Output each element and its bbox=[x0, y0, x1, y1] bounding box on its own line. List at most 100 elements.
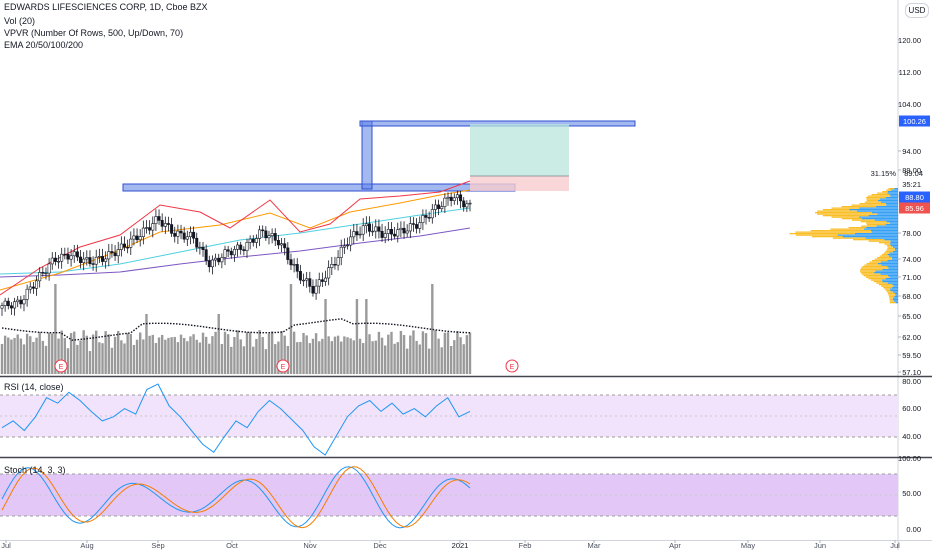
candle-body bbox=[364, 223, 368, 227]
vp-bar-up bbox=[891, 257, 898, 259]
stoch-label[interactable]: Stoch (14, 3, 3) bbox=[4, 465, 66, 475]
vpvr-indicator-label[interactable]: VPVR (Number Of Rows, 500, Up/Down, 70) bbox=[4, 28, 184, 38]
vp-bar-up bbox=[868, 215, 898, 217]
candle-body bbox=[229, 250, 233, 256]
vp-bar-down bbox=[869, 261, 881, 263]
ema-100-line bbox=[0, 207, 471, 275]
volume-bar bbox=[160, 334, 164, 374]
volume-bar bbox=[371, 341, 374, 374]
vp-bar-down bbox=[888, 294, 896, 296]
price-axis-label: 62.00 bbox=[902, 333, 921, 342]
candle-body bbox=[383, 233, 387, 238]
candle-body bbox=[151, 223, 155, 231]
volume-bar bbox=[230, 346, 233, 374]
vp-bar-up bbox=[895, 249, 898, 251]
vp-bar-up bbox=[881, 264, 898, 266]
candle-body bbox=[327, 267, 331, 279]
vp-bar-down bbox=[862, 266, 888, 268]
time-axis-label: Dec bbox=[373, 541, 387, 550]
vp-bar-up bbox=[889, 194, 898, 196]
vp-bar-up bbox=[887, 282, 898, 284]
candle-body bbox=[53, 257, 57, 262]
candle-body bbox=[214, 257, 218, 261]
candle-body bbox=[173, 233, 177, 237]
volume-bar bbox=[123, 343, 126, 374]
candle-body bbox=[415, 224, 419, 229]
vp-bar-up bbox=[854, 233, 898, 235]
candle-body bbox=[166, 223, 170, 225]
candle-body bbox=[217, 257, 221, 263]
stoch-k-line bbox=[1, 466, 471, 529]
candle-body bbox=[50, 257, 54, 265]
ema-indicator-label[interactable]: EMA 20/50/100/200 bbox=[4, 40, 84, 50]
volume-bars bbox=[0, 284, 472, 374]
candle-body bbox=[9, 305, 13, 309]
volume-ma-line bbox=[1, 318, 471, 341]
volume-bar bbox=[283, 335, 286, 374]
vp-bar-up bbox=[837, 234, 898, 236]
candle-body bbox=[185, 236, 189, 240]
candle-body bbox=[424, 215, 428, 218]
volume-bar bbox=[296, 342, 299, 374]
vol-indicator-label[interactable]: Vol (20) bbox=[4, 16, 36, 26]
candle-body bbox=[459, 194, 463, 202]
vp-bar-down bbox=[877, 192, 888, 194]
candle-body bbox=[405, 230, 409, 234]
vp-bar-down bbox=[877, 257, 892, 259]
rsi-label[interactable]: RSI (14, close) bbox=[4, 382, 64, 392]
candle-body bbox=[236, 244, 240, 250]
candle-body bbox=[399, 227, 403, 231]
vp-bar-down bbox=[864, 264, 882, 266]
volume-bar bbox=[13, 338, 16, 374]
volume-bar bbox=[383, 345, 387, 374]
volume-bar bbox=[170, 337, 173, 374]
candle-body bbox=[119, 243, 123, 250]
candle-body bbox=[346, 244, 350, 247]
volume-bar bbox=[374, 340, 377, 374]
volume-bar bbox=[311, 338, 315, 374]
vp-bar-up bbox=[886, 204, 898, 206]
vp-bar-down bbox=[860, 270, 876, 272]
candle-body bbox=[449, 196, 453, 201]
earnings-marker-label: E bbox=[510, 364, 515, 371]
vp-bar-down bbox=[831, 216, 859, 218]
volume-bar bbox=[135, 339, 139, 374]
volume-bar bbox=[226, 334, 230, 374]
vp-bar-up bbox=[886, 221, 898, 223]
volume-bar bbox=[352, 340, 355, 374]
vp-bar-down bbox=[822, 209, 850, 211]
stop-price-tag: 85.96 bbox=[905, 204, 924, 213]
volume-profile bbox=[789, 188, 898, 304]
vp-bar-up bbox=[894, 248, 898, 250]
volume-bar bbox=[69, 333, 73, 374]
candle-body bbox=[421, 215, 425, 223]
volume-bar bbox=[421, 331, 425, 374]
vp-bar-up bbox=[893, 285, 898, 287]
ema-50-line bbox=[0, 189, 471, 291]
candle-body bbox=[122, 243, 126, 248]
candle-body bbox=[437, 204, 441, 209]
volume-bar bbox=[434, 330, 437, 374]
vp-bar-down bbox=[817, 210, 857, 212]
volume-bar bbox=[204, 336, 208, 374]
candle-body bbox=[28, 286, 32, 290]
candle-body bbox=[63, 253, 67, 256]
volume-bar bbox=[252, 346, 255, 374]
vp-bar-up bbox=[889, 252, 898, 254]
volume-bar bbox=[132, 344, 136, 374]
volume-bar bbox=[267, 333, 271, 374]
volume-bar bbox=[167, 337, 170, 374]
earnings-marker bbox=[54, 359, 68, 373]
candle-body bbox=[144, 227, 148, 229]
candle-body bbox=[317, 279, 321, 287]
volume-bar bbox=[258, 330, 261, 374]
vp-bar-up bbox=[885, 278, 898, 280]
stoch-axis-label: 0.00 bbox=[906, 525, 921, 534]
vp-bar-up bbox=[895, 302, 898, 304]
volume-bar bbox=[299, 341, 302, 374]
candle-body bbox=[170, 224, 174, 234]
vp-bar-up bbox=[880, 261, 898, 263]
currency-badge[interactable]: USD bbox=[905, 3, 929, 18]
